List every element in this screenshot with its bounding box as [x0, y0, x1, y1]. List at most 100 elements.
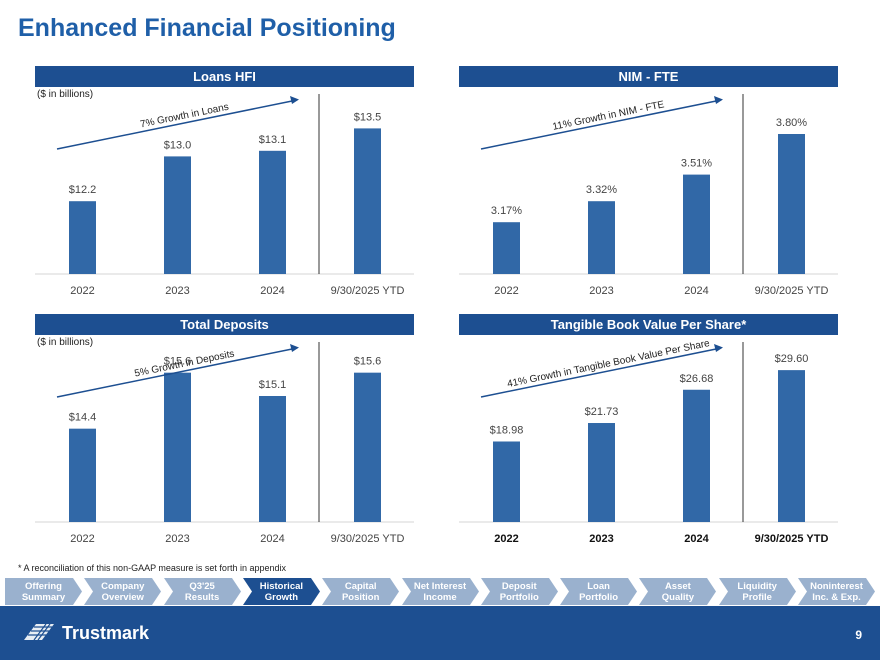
growth-arrow: [56, 99, 298, 150]
logo-text: Trustmark: [62, 622, 150, 643]
x-tick-label: 9/30/2025 YTD: [755, 533, 829, 545]
data-label: 3.80%: [776, 117, 807, 129]
data-label: $12.2: [69, 184, 97, 196]
x-tick-label: 2022: [70, 533, 94, 545]
data-label: $18.98: [490, 424, 524, 436]
tangible-book-value-plot: $18.98 2022 $21.73 2023 $26.68 2024 $29.60 9/30…: [459, 338, 838, 545]
nav-item-offering[interactable]: Offering Summary: [5, 578, 82, 605]
growth-arrow: [480, 347, 722, 398]
nav-item-label: Liquidity Profile: [737, 580, 777, 603]
bar-2023: [588, 201, 615, 274]
growth-arrow-head: [714, 344, 723, 352]
x-tick-label: 9/30/2025 YTD: [755, 285, 829, 297]
data-label: $15.6: [164, 356, 192, 368]
chart-title: Loans HFI: [35, 66, 414, 87]
x-tick-label: 2023: [165, 285, 189, 297]
nav-item-capital[interactable]: Capital Position: [322, 578, 400, 605]
x-tick-label: 2024: [260, 533, 284, 545]
chart-title: Tangible Book Value Per Share*: [459, 314, 838, 335]
x-tick-label: 2024: [260, 285, 284, 297]
data-label: $15.6: [354, 356, 382, 368]
section-nav: Offering Summary Company Overview Q3'25 Re…: [5, 578, 875, 605]
nav-item-deposit[interactable]: Deposit Portfolio: [480, 578, 558, 605]
bar-2024: [683, 174, 710, 274]
nav-item-net-interest[interactable]: Net Interest Income: [401, 578, 479, 605]
trustmark-logo-icon: [24, 623, 54, 641]
data-label: $13.0: [164, 139, 192, 151]
data-label: $21.73: [585, 406, 619, 418]
growth-arrow-head: [290, 344, 299, 352]
unit-note: ($ in billions): [37, 89, 94, 100]
nav-item-loan[interactable]: Loan Portfolio: [560, 578, 638, 605]
x-tick-label: 2024: [684, 285, 708, 297]
bar-2023: [164, 372, 191, 522]
data-label: $13.1: [259, 134, 287, 146]
x-tick-label: 2024: [684, 533, 709, 545]
bar-2024: [259, 396, 286, 522]
bar-2023: [164, 156, 191, 274]
bar-2022: [493, 222, 520, 274]
x-tick-label: 2022: [494, 533, 518, 545]
nim-fte-plot: 3.17% 2022 3.32% 2023 3.51% 2024 3.80% 9/30/202…: [459, 94, 838, 297]
data-label: $13.5: [354, 111, 382, 123]
growth-arrow: [480, 99, 722, 150]
loans-hfi-plot: $12.2 2022 $13.0 2023 $13.1 2024 $13.5 9/30/202…: [35, 94, 414, 297]
chart-tangible-book-value: Tangible Book Value Per Share* $18.98 202…: [459, 314, 838, 554]
x-tick-label: 9/30/2025 YTD: [331, 285, 405, 297]
growth-arrow-head: [290, 96, 299, 104]
logo: Trustmark: [22, 620, 149, 646]
chart-nim-fte: NIM - FTE 3.17% 2022 3.32% 2023 3.51% 2024 3.8…: [459, 66, 838, 306]
footnote: * A reconciliation of this non-GAAP meas…: [18, 563, 286, 573]
data-label: $14.4: [69, 412, 97, 424]
growth-annotation: 11% Growth in NIM - FTE: [552, 99, 666, 133]
data-label: 3.51%: [681, 158, 712, 170]
data-label: 3.32%: [586, 184, 617, 196]
page-title: Enhanced Financial Positioning: [18, 14, 396, 42]
chart-title: Total Deposits: [35, 314, 414, 335]
footer-bar: Trustmark 9: [0, 606, 880, 660]
nav-item-label: Noninterest Inc. & Exp.: [810, 580, 863, 603]
bar-2024: [259, 150, 286, 274]
chart-title: NIM - FTE: [459, 66, 838, 87]
nav-item-company[interactable]: Company Overview: [84, 578, 162, 605]
chart-total-deposits: Total Deposits ($ in billions) $14.4 2022…: [35, 314, 414, 554]
x-tick-label: 2022: [494, 285, 518, 297]
nav-item-label: Asset Quality: [661, 580, 694, 603]
data-label: 3.17%: [491, 205, 522, 217]
data-label: $26.68: [680, 373, 714, 385]
nav-item-label: Net Interest Income: [413, 580, 467, 603]
nav-item-noninterest[interactable]: Noninterest Inc. & Exp.: [798, 578, 875, 605]
x-tick-label: 2022: [70, 285, 94, 297]
chart-loans-hfi: Loans HFI ($ in billions) $12.2 2022 $13.0…: [35, 66, 414, 306]
nav-item-q3-25[interactable]: Q3'25 Results: [163, 578, 241, 605]
nav-item-label: Loan Portfolio: [579, 580, 619, 603]
nav-item-liquidity[interactable]: Liquidity Profile: [718, 578, 796, 605]
data-label: $15.1: [259, 379, 287, 391]
bar-9-30-2025-ytd: [778, 370, 805, 522]
page-number: 9: [855, 628, 862, 642]
bar-2022: [69, 201, 96, 274]
nav-item-label: Company Overview: [101, 580, 145, 603]
total-deposits-plot: $14.4 2022 $15.6 2023 $15.1 2024 $15.6 9/30/202…: [35, 342, 414, 545]
nav-item-label: Deposit Portfolio: [499, 580, 539, 603]
nav-item-historical[interactable]: Historical Growth: [242, 578, 320, 605]
bar-2024: [683, 389, 710, 522]
data-label: $29.60: [775, 353, 809, 365]
nav-item-label: Historical Growth: [259, 580, 304, 603]
nav-item-label: Q3'25 Results: [184, 580, 220, 603]
nav-item-label: Offering Summary: [21, 580, 66, 603]
x-tick-label: 2023: [165, 533, 189, 545]
nav-item-asset[interactable]: Asset Quality: [639, 578, 717, 605]
x-tick-label: 9/30/2025 YTD: [331, 533, 405, 545]
unit-note: ($ in billions): [37, 337, 94, 348]
growth-arrow: [56, 347, 298, 398]
nav-item-label: Capital Position: [341, 580, 380, 603]
bar-9-30-2025-ytd: [354, 372, 381, 522]
bar-2022: [69, 428, 96, 522]
x-tick-label: 2023: [589, 285, 613, 297]
x-tick-label: 2023: [589, 533, 613, 545]
bar-9-30-2025-ytd: [354, 128, 381, 274]
bar-2023: [588, 423, 615, 522]
bar-9-30-2025-ytd: [778, 134, 805, 274]
bar-2022: [493, 441, 520, 522]
